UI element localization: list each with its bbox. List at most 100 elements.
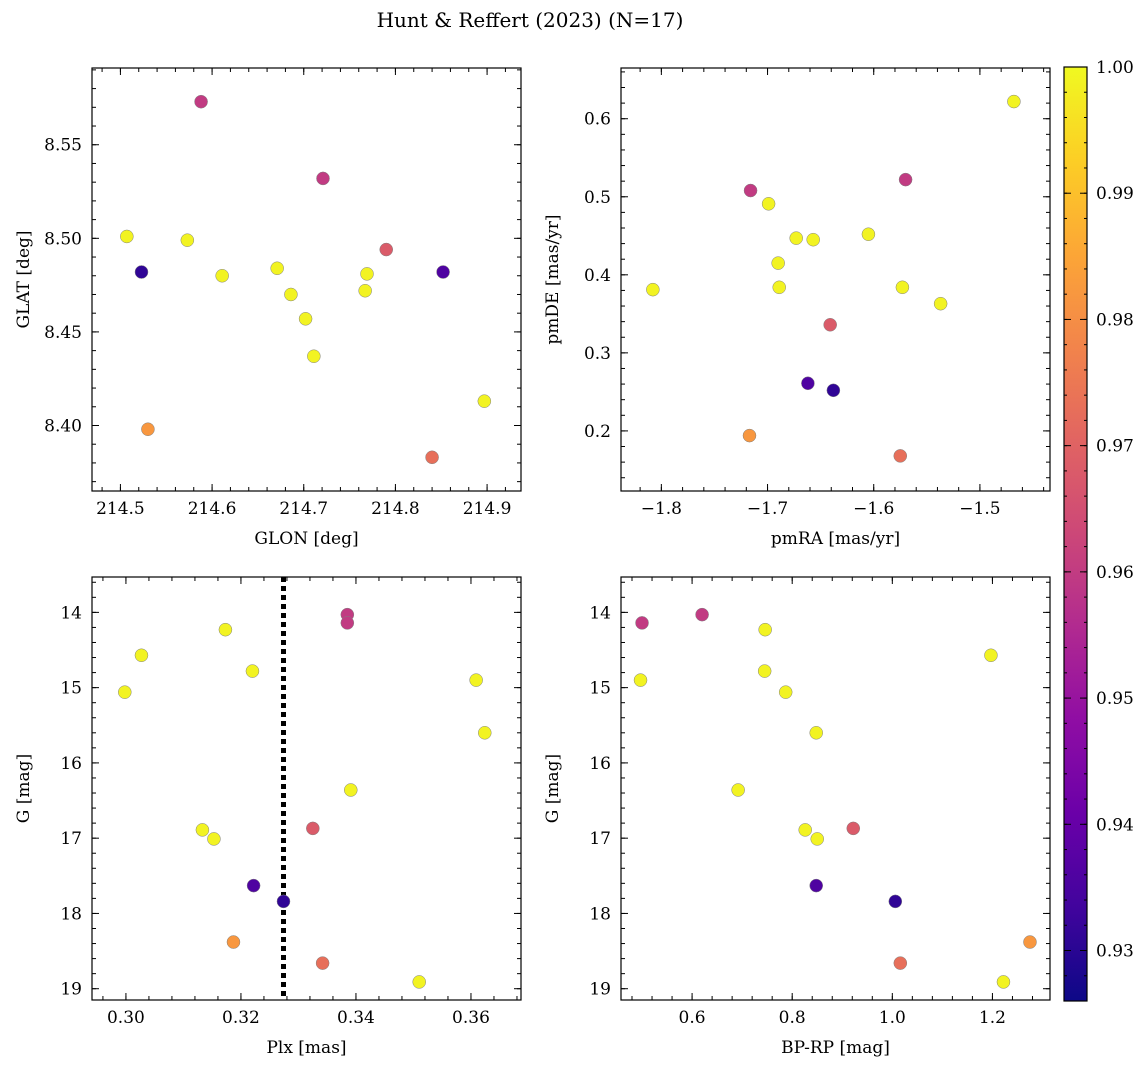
data-point [893, 956, 908, 970]
data-point [412, 975, 426, 989]
data-point [195, 823, 210, 837]
scatter-panel-3: 0.30 0.32 0.34 0.36 14 15 16 17 18 19 Plx [mas] G [… [14, 576, 522, 1058]
y-tick-label: 14 [60, 603, 82, 623]
y-tick-label: 17 [60, 829, 82, 849]
x-tick-label: −1.6 [853, 499, 894, 519]
data-point [1023, 935, 1037, 949]
x-tick-label: 214.5 [96, 499, 145, 519]
data-point [270, 261, 284, 276]
data-point [771, 256, 785, 270]
x-tick-label: 1.0 [879, 1008, 906, 1028]
scatter-panel-2: −1.8 −1.7 −1.6 −1.5 0.2 0.3 0.4 0.5 0.6 pmRA [mas… [543, 67, 1051, 549]
data-point [893, 449, 908, 463]
y-tick-label: 0.2 [584, 422, 611, 442]
data-point [215, 269, 229, 283]
data-point [298, 312, 313, 326]
plot-frame [91, 67, 522, 492]
colorbar-tick-label: 0.94 [1096, 815, 1134, 835]
data-point [646, 282, 660, 297]
y-tick-label: 8.45 [44, 323, 82, 343]
data-point [823, 318, 837, 332]
y-axis-label: G [mag] [14, 754, 34, 823]
y-tick-label: 15 [60, 679, 82, 699]
y-tick-label: 8.55 [44, 136, 82, 156]
data-point [895, 280, 910, 295]
x-tick-label: 0.32 [222, 1008, 260, 1028]
data-point [789, 231, 803, 245]
x-tick-label: −1.7 [747, 499, 788, 519]
data-point [984, 648, 998, 663]
y-tick-label: 19 [60, 980, 82, 1000]
data-point [141, 422, 155, 436]
data-point [633, 673, 648, 687]
data-point [809, 878, 823, 893]
data-point [933, 296, 948, 311]
plot-frame [620, 576, 1051, 1001]
colorbar-tick-label: 0.96 [1096, 563, 1134, 583]
data-point [826, 383, 841, 398]
data-point [477, 394, 492, 408]
data-point [810, 832, 824, 846]
data-point [1007, 94, 1021, 109]
x-tick-label: 0.34 [337, 1008, 375, 1028]
data-point [898, 172, 913, 187]
data-point [340, 616, 355, 630]
y-tick-label: 0.4 [584, 266, 611, 286]
data-point [635, 616, 649, 630]
data-point [846, 821, 861, 836]
y-tick-label: 14 [589, 603, 611, 623]
y-tick-label: 18 [589, 904, 611, 924]
data-point [743, 183, 758, 198]
x-tick-label: 214.7 [279, 499, 328, 519]
data-point [315, 956, 330, 970]
y-axis-label: G [mag] [543, 754, 563, 823]
data-point [134, 265, 149, 279]
y-tick-label: 16 [589, 754, 611, 774]
y-tick-label: 8.40 [44, 416, 82, 436]
data-point [379, 242, 393, 257]
y-tick-label: 8.50 [44, 229, 82, 249]
y-tick-label: 17 [589, 829, 611, 849]
data-point [778, 685, 793, 699]
data-point [316, 171, 330, 186]
data-point [772, 280, 786, 295]
data-point [307, 349, 321, 363]
x-tick-label: 1.2 [979, 1008, 1006, 1028]
data-point [226, 935, 241, 949]
colorbar-tick-label: 1.00 [1096, 58, 1134, 78]
data-point [742, 428, 757, 443]
data-point [218, 622, 233, 637]
plot-frame [91, 576, 522, 1001]
scatter-panel-1: 214.5 214.6 214.7 214.8 214.9 8.40 8.45 8.50 8.5… [14, 67, 522, 549]
data-point [118, 685, 132, 699]
data-point [344, 783, 358, 797]
y-tick-label: 0.6 [584, 110, 611, 130]
plot-frame [620, 67, 1051, 492]
data-point [731, 783, 745, 797]
x-axis-label: Plx [mas] [266, 1038, 346, 1058]
data-point [284, 287, 298, 302]
y-tick-label: 19 [589, 980, 611, 1000]
colorbar-frame [1063, 66, 1088, 1002]
data-point [888, 894, 903, 909]
data-point [436, 265, 450, 279]
data-point [245, 664, 260, 678]
y-tick-label: 15 [589, 679, 611, 699]
y-axis-label: GLAT [deg] [14, 230, 34, 328]
data-point [478, 726, 492, 740]
x-tick-label: 0.36 [452, 1008, 490, 1028]
y-tick-label: 0.5 [584, 188, 611, 208]
colorbar-tick-label: 0.99 [1096, 184, 1134, 204]
data-point [801, 376, 815, 391]
data-point [134, 648, 149, 663]
x-tick-label: −1.8 [641, 499, 682, 519]
data-point [806, 232, 820, 247]
data-point [276, 894, 291, 909]
data-point [358, 283, 372, 298]
x-tick-label: −1.5 [959, 499, 1000, 519]
data-point [120, 229, 134, 244]
x-tick-label: 214.9 [463, 499, 512, 519]
data-point [798, 823, 812, 837]
y-axis-label: pmDE [mas/yr] [543, 214, 563, 344]
